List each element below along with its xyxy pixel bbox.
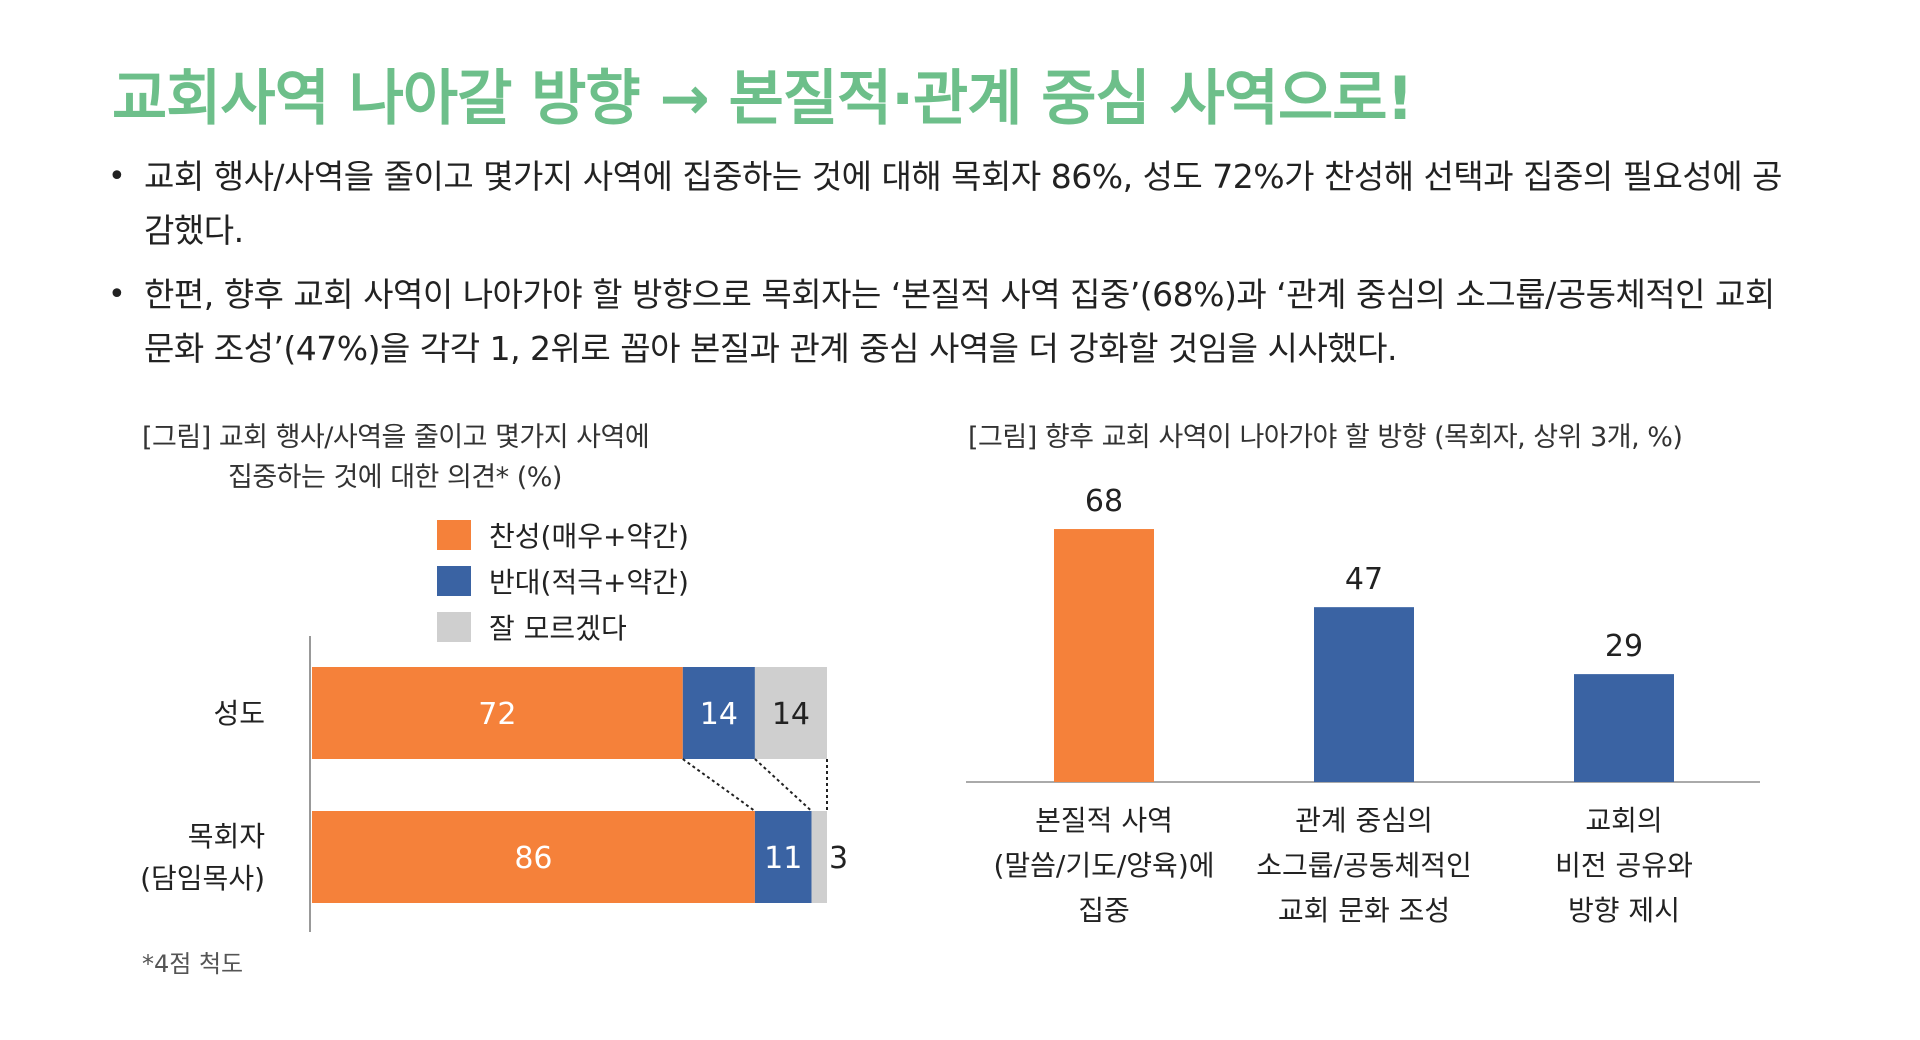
data-label: 29 <box>1605 629 1643 664</box>
summary-bullet: 교회 행사/사역을 줄이고 몇가지 사역에 집중하는 것에 대해 목회자 86%… <box>108 150 1798 258</box>
stacked-chart-legend: 찬성(매우+약간) 반대(적극+약간) 잘 모르겠다 <box>437 512 689 650</box>
left-chart-title-line2: 집중하는 것에 대한 의견* (%) <box>228 462 562 493</box>
vertical-bar-chart: 68 본질적 사역 (말씀/기도/양육)에 집중 47 관계 중심의 소그룹/공동체적인 교회… <box>966 484 1760 927</box>
legend-label-unsure: 잘 모르겠다 <box>489 612 627 645</box>
data-label: 47 <box>1345 562 1383 597</box>
category-label: 교회의 비전 공유와 방향 제시 <box>1555 804 1693 927</box>
legend-swatch-agree <box>437 520 471 550</box>
data-label: 3 <box>829 841 848 876</box>
summary-bullets: 교회 행사/사역을 줄이고 몇가지 사역에 집중하는 것에 대해 목회자 86%… <box>108 150 1798 386</box>
bar <box>1054 529 1154 782</box>
data-label: 68 <box>1085 484 1123 519</box>
bar-segment <box>312 667 683 759</box>
legend-swatch-disagree <box>437 566 471 596</box>
data-label: 72 <box>478 697 516 732</box>
page-title: 교회사역 나아갈 방향 → 본질적·관계 중심 사역으로! <box>112 64 1414 134</box>
bar-segment <box>811 811 827 903</box>
right-chart-title: [그림] 향후 교회 사역이 나아가야 할 방향 (목회자, 상위 3개, %) <box>968 422 1683 453</box>
connector-line <box>754 758 813 812</box>
category-label: 성도 <box>213 697 265 730</box>
legend-swatch-unsure <box>437 612 471 642</box>
summary-bullet: 한편, 향후 교회 사역이 나아가야 할 방향으로 목회자는 ‘본질적 사역 집… <box>108 268 1798 376</box>
data-label: 11 <box>764 841 802 876</box>
legend-item-unsure: 잘 모르겠다 <box>437 604 689 650</box>
stacked-bar-chart: 성도 72 14 14 목회자 (담임목사) 86 11 3 <box>140 636 848 932</box>
data-label: 14 <box>700 697 738 732</box>
data-label: 14 <box>772 697 810 732</box>
legend-item-disagree: 반대(적극+약간) <box>437 558 689 604</box>
legend-label-disagree: 반대(적극+약간) <box>489 566 689 599</box>
bar <box>1314 607 1414 782</box>
connector-line <box>682 758 756 812</box>
bar <box>1574 674 1674 782</box>
legend-label-agree: 찬성(매우+약간) <box>489 520 689 553</box>
bar-segment <box>682 667 755 759</box>
left-chart-title-line1: [그림] 교회 행사/사역을 줄이고 몇가지 사역에 <box>142 422 650 453</box>
category-label: 목회자 (담임목사) <box>140 820 265 895</box>
data-label: 86 <box>514 841 552 876</box>
legend-item-agree: 찬성(매우+약간) <box>437 512 689 558</box>
bar-segment <box>312 811 755 903</box>
bar-segment <box>754 667 827 759</box>
category-label: 본질적 사역 (말씀/기도/양육)에 집중 <box>993 804 1214 927</box>
footnote: *4점 척도 <box>142 950 244 978</box>
bar-segment <box>754 811 812 903</box>
category-label: 관계 중심의 소그룹/공동체적인 교회 문화 조성 <box>1256 804 1472 927</box>
